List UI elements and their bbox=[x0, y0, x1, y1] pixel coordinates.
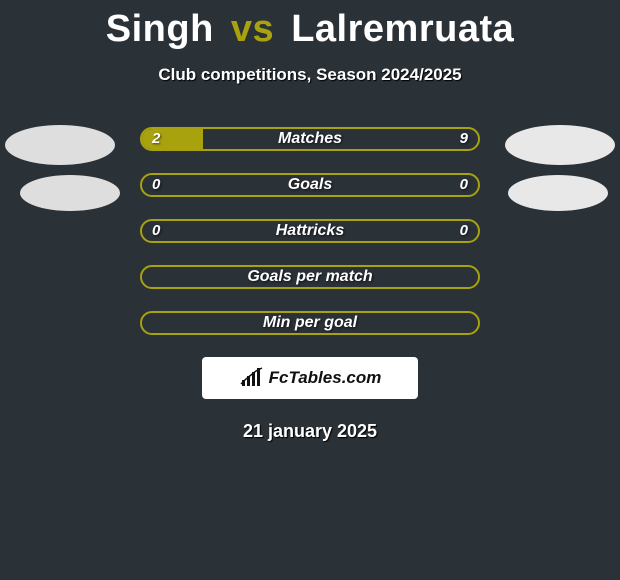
player1-avatar bbox=[5, 125, 115, 165]
stat-label: Min per goal bbox=[142, 313, 478, 333]
stat-label: Hattricks bbox=[142, 221, 478, 241]
stat-label: Matches bbox=[142, 129, 478, 149]
stat-bars-container: 29Matches 00Goals 00Hattricks Goals per mat… bbox=[140, 127, 480, 335]
player1-name: Singh bbox=[106, 8, 214, 50]
player2-name: Lalremruata bbox=[291, 8, 514, 50]
stat-label: Goals bbox=[142, 175, 478, 195]
comparison-content: 29Matches 00Goals 00Hattricks Goals per mat… bbox=[0, 127, 620, 442]
vs-separator: vs bbox=[231, 8, 274, 50]
brand-text: FcTables.com bbox=[269, 368, 382, 388]
brand-chart-icon bbox=[239, 367, 265, 389]
stat-bar: Goals per match bbox=[140, 265, 480, 289]
stat-bar: 00Hattricks bbox=[140, 219, 480, 243]
stat-bar: 29Matches bbox=[140, 127, 480, 151]
stat-bar: 00Goals bbox=[140, 173, 480, 197]
brand-badge: FcTables.com bbox=[202, 357, 418, 399]
player2-avatar bbox=[505, 125, 615, 165]
stat-label: Goals per match bbox=[142, 267, 478, 287]
comparison-title: Singh vs Lalremruata bbox=[0, 0, 620, 51]
date-label: 21 january 2025 bbox=[0, 421, 620, 442]
stat-bar: Min per goal bbox=[140, 311, 480, 335]
player2-team-badge bbox=[508, 175, 608, 211]
subtitle: Club competitions, Season 2024/2025 bbox=[0, 65, 620, 85]
player1-team-badge bbox=[20, 175, 120, 211]
